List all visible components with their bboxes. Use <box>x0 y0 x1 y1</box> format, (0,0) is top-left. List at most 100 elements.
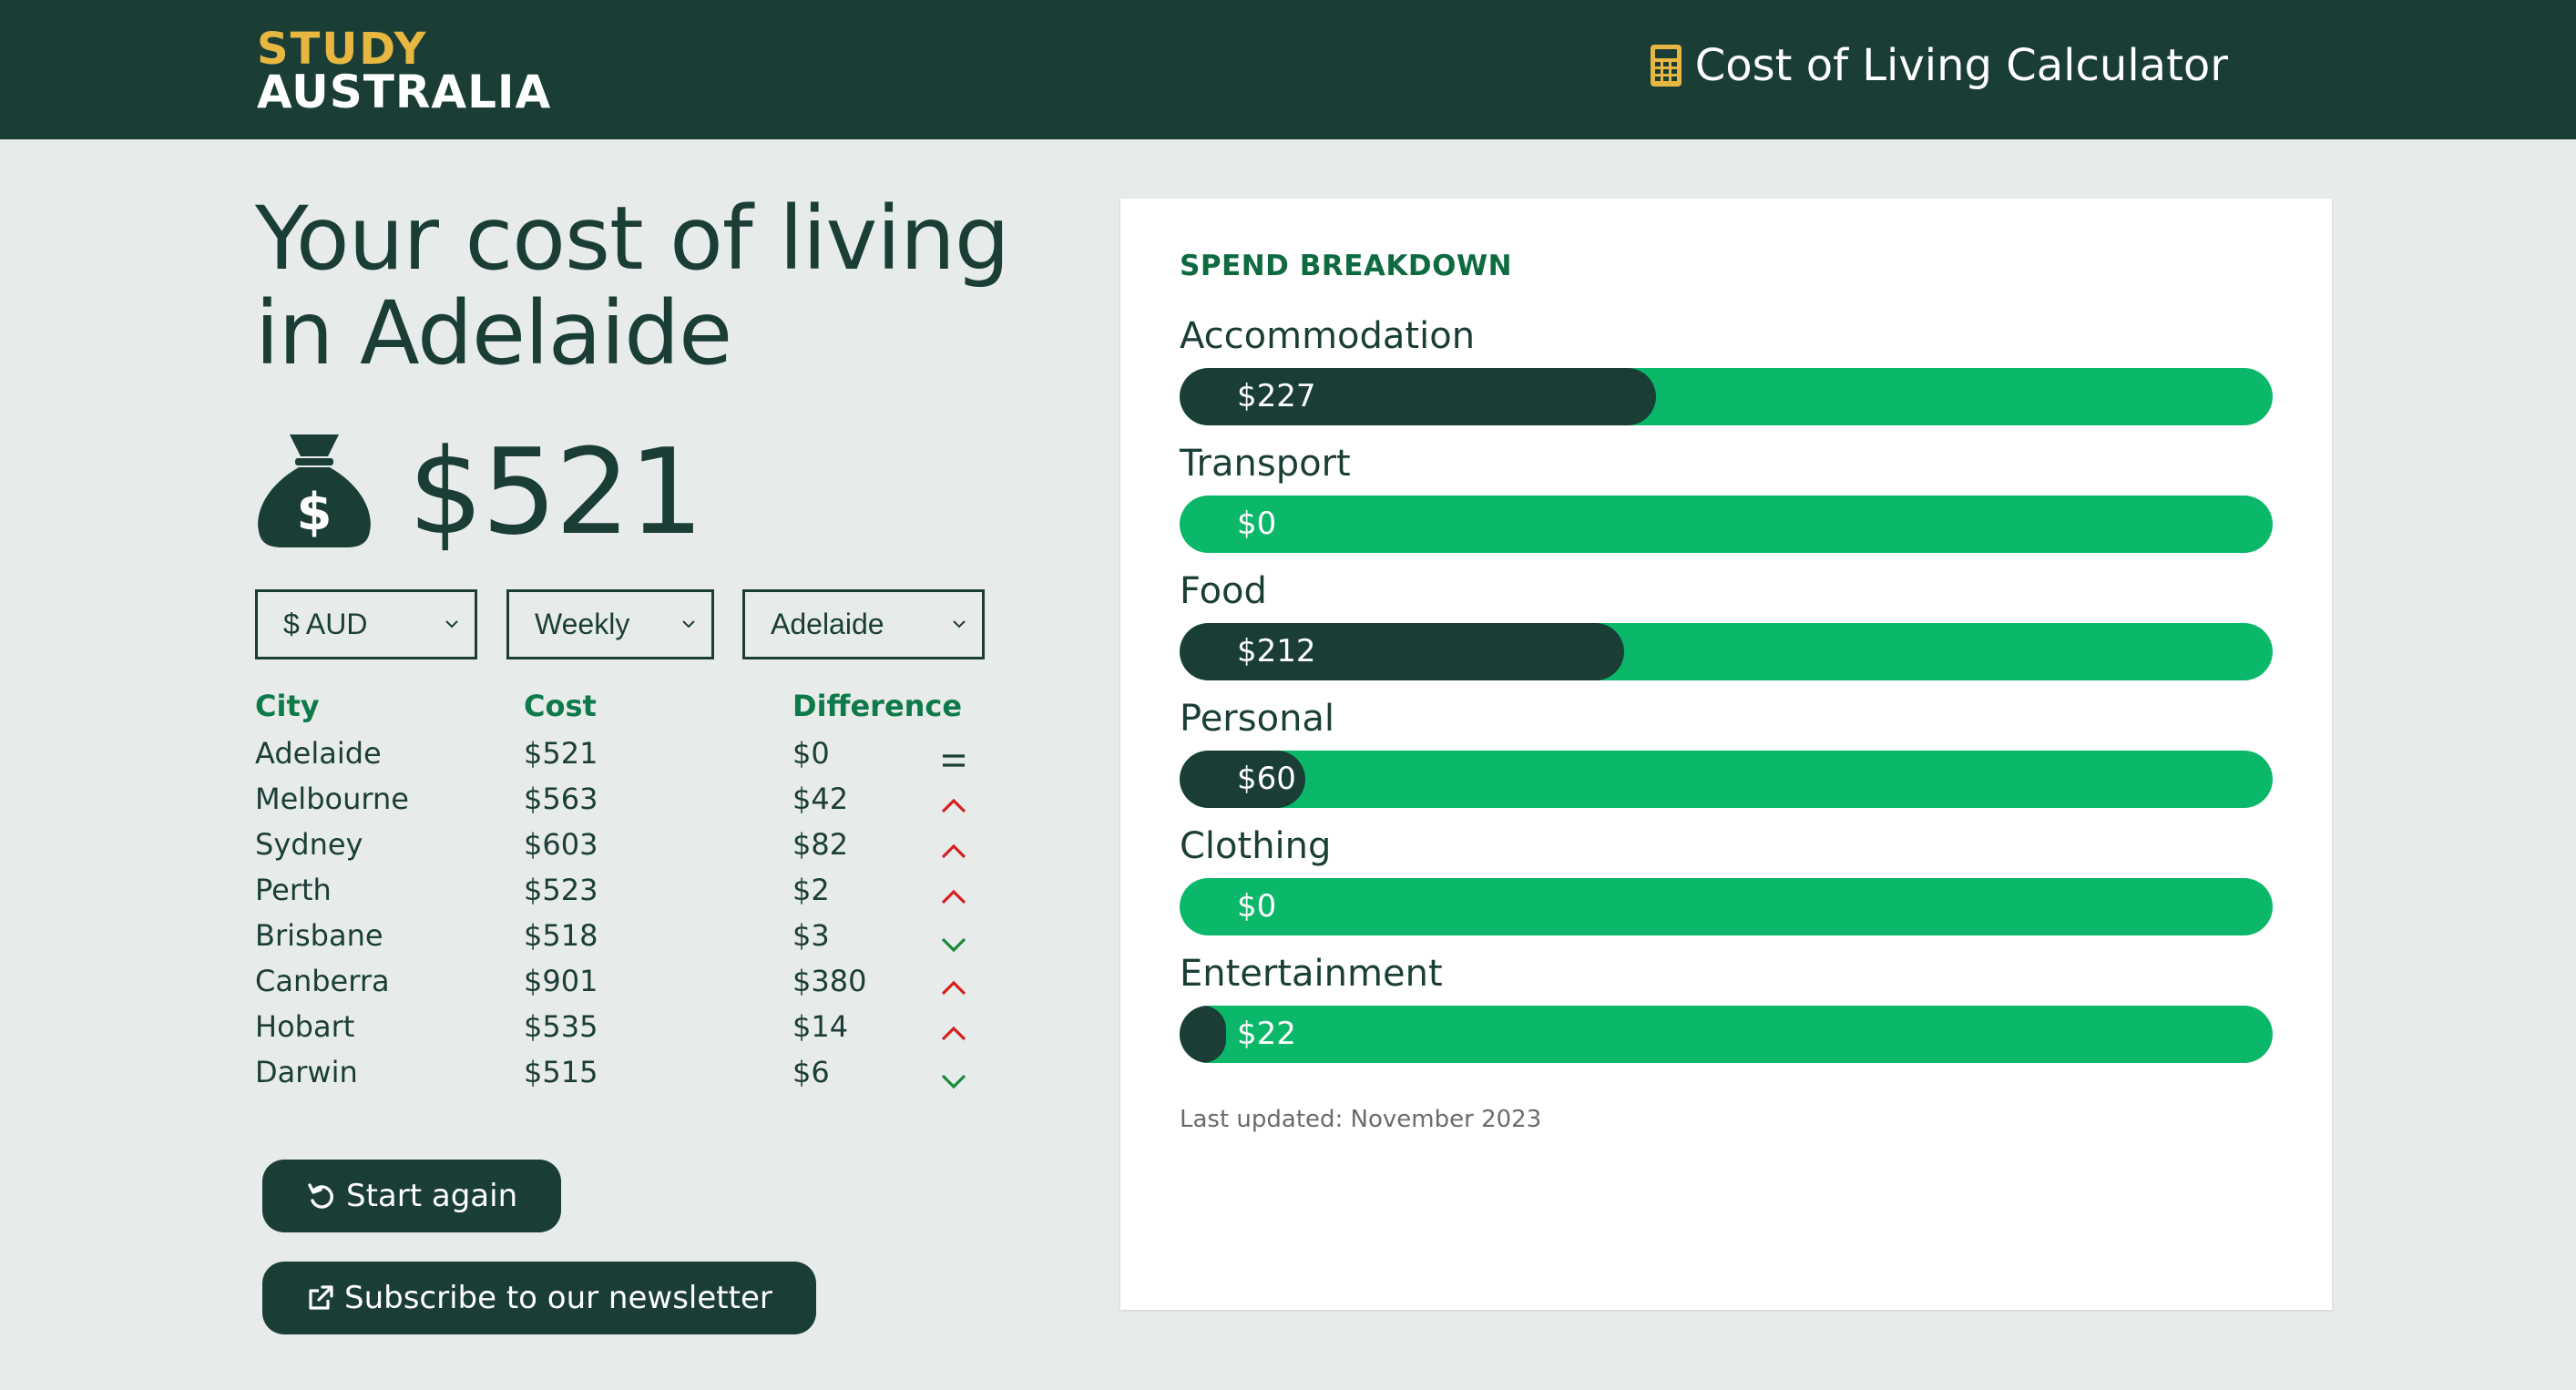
table-row: Brisbane $518 $3 <box>255 918 984 964</box>
city-cell: Adelaide <box>255 736 382 771</box>
category-value: $0 <box>1237 506 1277 542</box>
cost-cell: $901 <box>524 964 598 998</box>
spend-breakdown-card: SPEND BREAKDOWN Accommodation $227 Transpo… <box>1120 199 2332 1310</box>
subscribe-newsletter-button[interactable]: Subscribe to our newsletter <box>262 1262 816 1334</box>
category-label: Transport <box>1180 443 1351 485</box>
difference-cell: $42 <box>792 782 849 816</box>
category-bar-fill <box>1180 623 1625 680</box>
city-cell: Canberra <box>255 964 390 998</box>
period-select-value: Weekly <box>535 608 630 640</box>
category-value: $212 <box>1237 633 1316 669</box>
spend-breakdown-title: SPEND BREAKDOWN <box>1180 250 1513 282</box>
chevron-down-icon <box>445 620 458 629</box>
column-header-cost: Cost <box>524 689 597 723</box>
city-comparison-table: City Cost Difference Adelaide $521 $0 Melbo… <box>255 689 984 1100</box>
arrow-up-icon <box>940 1017 967 1051</box>
arrow-down-icon <box>940 1062 967 1097</box>
table-row: Darwin $515 $6 <box>255 1055 984 1100</box>
table-row: Hobart $535 $14 <box>255 1009 984 1055</box>
arrow-up-icon <box>940 789 967 823</box>
chevron-down-icon <box>682 620 695 629</box>
equals-icon <box>940 743 967 778</box>
city-select-value: Adelaide <box>771 608 884 640</box>
start-again-label: Start again <box>346 1178 518 1214</box>
table-row: Perth $523 $2 <box>255 873 984 918</box>
currency-select[interactable]: $ AUD <box>255 589 477 659</box>
category-bar: $60 <box>1180 751 2273 808</box>
page-title-line1: Your cost of living <box>255 188 1010 290</box>
total-cost-value: $521 <box>408 423 704 561</box>
difference-cell: $3 <box>792 918 830 953</box>
arrow-up-icon <box>940 971 967 1006</box>
category-bar-fill <box>1180 751 1306 808</box>
page-title-line2: in Adelaide <box>255 282 732 384</box>
difference-cell: $0 <box>792 736 830 771</box>
table-row: Adelaide $521 $0 <box>255 736 984 782</box>
cost-cell: $521 <box>524 736 598 771</box>
app-title-text: Cost of Living Calculator <box>1694 40 2228 91</box>
city-cell: Darwin <box>255 1055 358 1089</box>
logo-line-australia: AUSTRALIA <box>257 66 552 118</box>
city-cell: Hobart <box>255 1009 355 1044</box>
city-select[interactable]: Adelaide <box>742 589 985 659</box>
table-row: Canberra $901 $380 <box>255 964 984 1009</box>
calculator-icon <box>1650 44 1682 87</box>
category-value: $227 <box>1237 378 1316 414</box>
category-value: $0 <box>1237 888 1277 925</box>
arrow-up-icon <box>940 834 967 869</box>
cost-cell: $535 <box>524 1009 598 1044</box>
category-label: Accommodation <box>1180 315 1476 357</box>
category-value: $22 <box>1237 1016 1296 1052</box>
svg-text:$: $ <box>297 483 332 542</box>
currency-select-value: $ AUD <box>283 608 368 640</box>
cost-cell: $515 <box>524 1055 598 1089</box>
table-row: Sydney $603 $82 <box>255 827 984 873</box>
money-bag-icon: $ <box>255 431 373 553</box>
category-bar: $227 <box>1180 368 2273 425</box>
column-header-city: City <box>255 689 320 723</box>
category-bar-fill <box>1180 368 1656 425</box>
start-again-button[interactable]: Start again <box>262 1160 562 1232</box>
table-header-row: City Cost Difference <box>255 689 984 736</box>
difference-cell: $14 <box>792 1009 849 1044</box>
city-cell: Perth <box>255 873 332 907</box>
category-bar: $0 <box>1180 496 2273 553</box>
arrow-up-icon <box>940 880 967 915</box>
column-header-difference: Difference <box>792 689 963 723</box>
category-bar: $212 <box>1180 623 2273 680</box>
subscribe-newsletter-label: Subscribe to our newsletter <box>344 1280 772 1316</box>
city-cell: Sydney <box>255 827 363 862</box>
difference-cell: $380 <box>792 964 867 998</box>
category-value: $60 <box>1237 761 1296 797</box>
difference-cell: $2 <box>792 873 830 907</box>
logo-line-study: STUDY <box>257 24 428 75</box>
category-label: Personal <box>1180 698 1335 740</box>
external-link-icon <box>309 1285 333 1310</box>
category-label: Clothing <box>1180 825 1332 867</box>
city-cell: Melbourne <box>255 782 409 816</box>
category-label: Food <box>1180 570 1267 612</box>
cost-cell: $518 <box>524 918 598 953</box>
cost-cell: $523 <box>524 873 598 907</box>
page-title: Your cost of living in Adelaide <box>255 191 1075 381</box>
category-bar: $0 <box>1180 878 2273 935</box>
restart-icon <box>308 1183 333 1209</box>
cost-cell: $603 <box>524 827 598 862</box>
difference-cell: $82 <box>792 827 849 862</box>
city-cell: Brisbane <box>255 918 383 953</box>
category-bar: $22 <box>1180 1006 2273 1063</box>
last-updated-text: Last updated: November 2023 <box>1180 1106 1542 1133</box>
site-header: STUDY AUSTRALIA Cost of Living Calculato… <box>0 0 2576 139</box>
table-body: Adelaide $521 $0 Melbourne $563 $42 Sydney $603… <box>255 736 984 1100</box>
period-select[interactable]: Weekly <box>506 589 714 659</box>
category-label: Entertainment <box>1180 953 1443 995</box>
difference-cell: $6 <box>792 1055 830 1089</box>
total-cost: $ $521 <box>255 423 704 561</box>
table-row: Melbourne $563 $42 <box>255 782 984 827</box>
study-australia-logo[interactable]: STUDY AUSTRALIA <box>257 27 551 115</box>
chevron-down-icon <box>953 620 966 629</box>
arrow-down-icon <box>940 925 967 960</box>
category-bar-fill <box>1180 1006 1226 1063</box>
cost-cell: $563 <box>524 782 598 816</box>
app-title: Cost of Living Calculator <box>1650 36 2228 95</box>
